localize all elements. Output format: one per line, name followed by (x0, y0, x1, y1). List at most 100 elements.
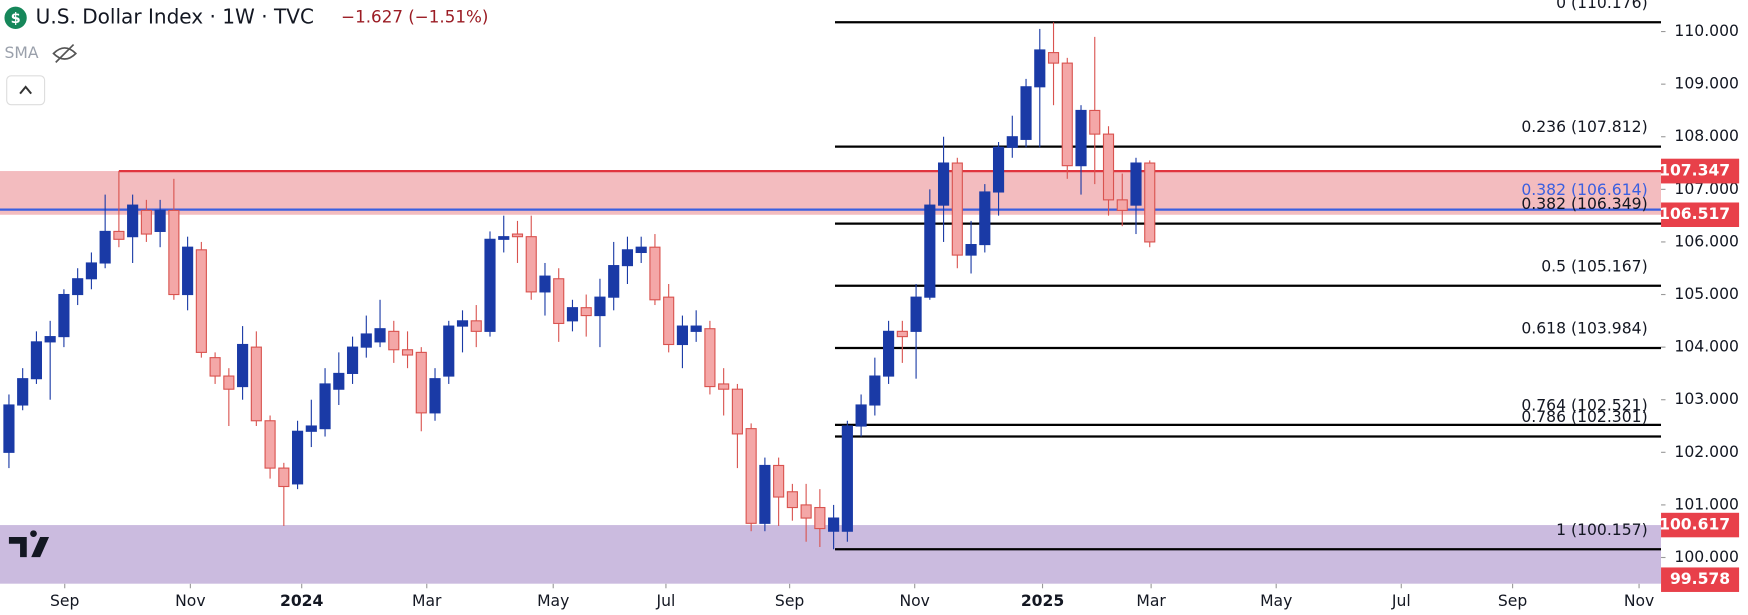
candle-body (319, 383, 331, 430)
candle-body (1102, 133, 1115, 201)
candle-body (470, 320, 482, 332)
candle-body (113, 230, 125, 240)
candle-body (663, 296, 675, 346)
candle-body (223, 375, 235, 390)
price-axis-bg (1661, 0, 1748, 615)
level-label: 0 (110.176) (1556, 0, 1648, 12)
candle-body (1116, 199, 1128, 211)
candle-body (910, 296, 922, 332)
y-tick-label: 102.000 (1674, 443, 1739, 461)
x-tick-label: May (537, 592, 569, 610)
candle-body (1144, 162, 1156, 243)
candle-body (773, 464, 785, 498)
candle-body (690, 325, 702, 332)
y-tick-label: 109.000 (1674, 75, 1739, 93)
y-tick-label: 105.000 (1674, 285, 1739, 303)
y-tick-label: 103.000 (1674, 390, 1739, 408)
x-tick-label: Sep (775, 592, 805, 610)
price-tag (1661, 202, 1740, 228)
level-label: 0.764 (102.521) (1521, 396, 1647, 414)
candle-body (1034, 49, 1046, 88)
candle-body (1006, 136, 1018, 148)
header-bg (0, 0, 513, 34)
candle-body (580, 307, 592, 317)
candle-body (539, 275, 551, 293)
plot-area: 0 (110.176) 0.236 (107.812) 0.382 (106.614… (0, 0, 1662, 584)
candle-body (553, 278, 565, 325)
x-tick-label: Nov (1624, 592, 1654, 610)
candle-body (3, 404, 15, 453)
level-label: 0.786 (102.301) (1521, 408, 1647, 426)
y-tick-label: 107.000 (1674, 180, 1739, 198)
candle-body (1061, 62, 1073, 167)
candle-body (17, 378, 29, 406)
candle-body (800, 504, 812, 519)
change: −1.627 (−1.51%) (341, 6, 488, 26)
collapse-icon (19, 85, 32, 95)
x-tick-label: Jul (656, 592, 676, 610)
candle-body (814, 506, 826, 530)
collapse-button[interactable] (6, 75, 46, 106)
candle-body (44, 336, 56, 343)
candle-body (374, 328, 386, 343)
y-tick-label: 106.000 (1674, 232, 1739, 250)
level-label: 0.5 (105.167) (1541, 257, 1647, 275)
candle-body (72, 278, 84, 296)
candle-body (1130, 162, 1142, 206)
candle-body (30, 341, 42, 380)
candle-body (195, 249, 207, 353)
candle-body (168, 209, 180, 296)
candle-body (566, 307, 579, 322)
x-tick-label: Sep (50, 592, 80, 610)
candle-body (896, 330, 908, 338)
candle-body (140, 209, 152, 235)
zone (0, 171, 1662, 215)
symbol-icon (4, 6, 27, 29)
hide-icon[interactable] (52, 43, 77, 63)
price-tag-label: 100.617 (1659, 516, 1730, 534)
x-tick-label: Jul (1391, 592, 1411, 610)
candle-body (388, 330, 400, 351)
indicator: SMA (4, 44, 38, 62)
candle-body (511, 233, 524, 238)
candle-body (346, 346, 359, 374)
candle-body (855, 404, 867, 427)
candle-body (291, 430, 304, 485)
candle-body (924, 204, 936, 298)
candle-body (278, 467, 290, 488)
y-tick-label: 104.000 (1674, 338, 1739, 356)
candle-body (786, 491, 798, 509)
candle-body (305, 425, 317, 432)
candle-body (635, 246, 647, 254)
candle-body (415, 351, 427, 414)
candle-body (676, 325, 688, 346)
candle-body (608, 265, 620, 298)
candle-body (182, 246, 194, 296)
candle-body (883, 330, 895, 377)
x-tick-label: Mar (1136, 592, 1166, 610)
x-tick-label: Sep (1498, 592, 1528, 610)
candle-body (250, 346, 262, 422)
candle-body (443, 325, 455, 377)
candle-body (621, 249, 634, 267)
price-tag-label: 99.578 (1670, 570, 1730, 588)
candle-body (759, 464, 771, 524)
y-tick-label: 110.000 (1674, 22, 1739, 40)
x-tick-label: Nov (175, 592, 205, 610)
candle-body (649, 246, 661, 301)
chart-title: U.S. Dollar Index · 1W · TVC (36, 4, 314, 28)
candle-body (1075, 109, 1087, 167)
price-tag (1661, 567, 1740, 592)
candle-body (58, 293, 70, 338)
level-label: 0.236 (107.812) (1521, 118, 1647, 136)
symbol-icon-glyph: $ (11, 11, 21, 27)
tv-logo (8, 530, 50, 558)
x-tick-label: May (1260, 592, 1292, 610)
price-tag-label: 107.347 (1659, 162, 1730, 180)
candle-body (127, 204, 139, 238)
x-tick-label: 2024 (280, 592, 324, 610)
candle-body (498, 236, 510, 240)
